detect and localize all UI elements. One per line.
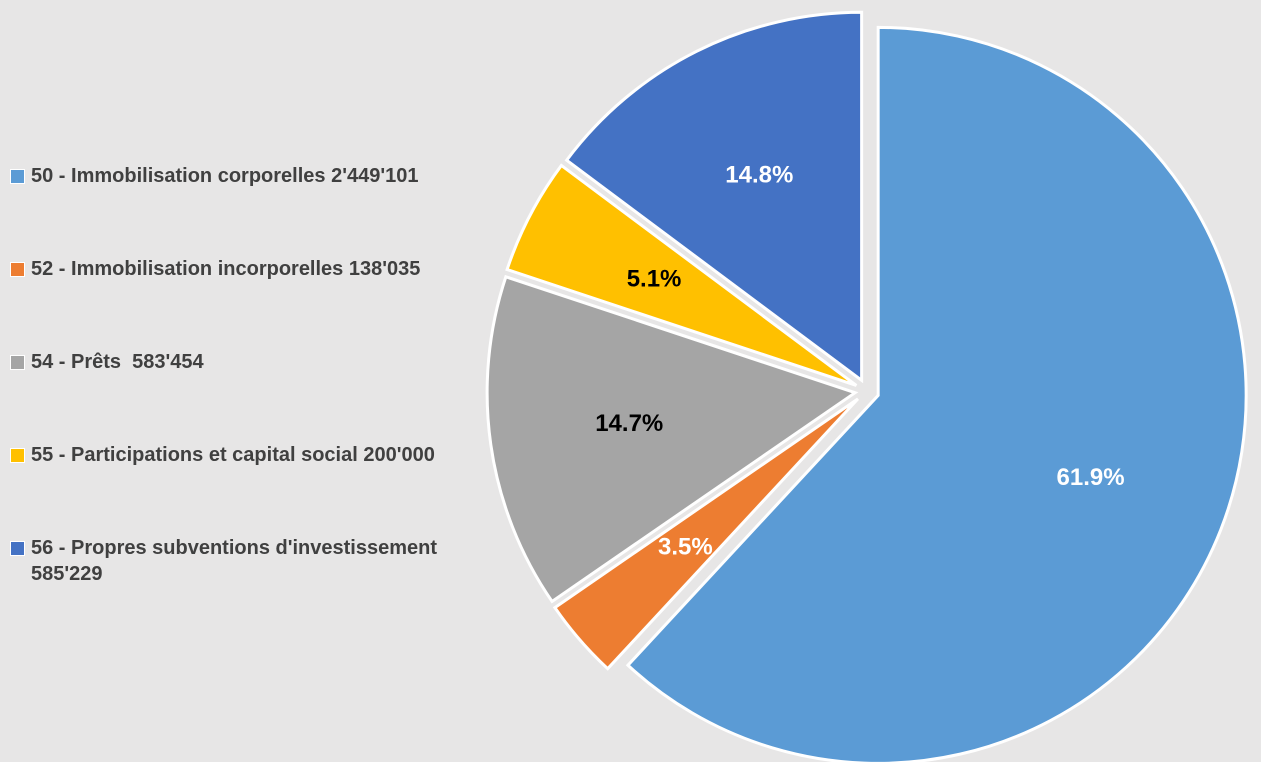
legend-swatch: [10, 355, 25, 370]
pie-slice: [625, 25, 1248, 762]
legend-entry: 55 - Participations et capital social 20…: [10, 442, 460, 468]
pie-slice: [552, 397, 860, 671]
data-label: 5.1%: [627, 265, 682, 292]
legend-label: 54 - Prêts 583'454: [31, 351, 204, 373]
legend-label: 52 - Immobilisation incorporelles 138'03…: [31, 258, 421, 280]
data-label: 14.8%: [725, 162, 793, 189]
legend-label: 50 - Immobilisation corporelles 2'449'10…: [31, 165, 419, 187]
legend-label: 56 - Propres subventions d'investissemen…: [31, 537, 449, 585]
data-label: 14.7%: [595, 410, 663, 437]
legend-entry: 54 - Prêts 583'454: [10, 349, 460, 375]
legend-entry: 52 - Immobilisation incorporelles 138'03…: [10, 256, 460, 282]
pie-slice: [485, 274, 859, 604]
data-label: 3.5%: [658, 533, 713, 560]
legend-entry: 50 - Immobilisation corporelles 2'449'10…: [10, 163, 460, 189]
data-label: 61.9%: [1057, 464, 1125, 491]
legend-swatch: [10, 169, 25, 184]
pie-slice: [564, 10, 864, 384]
legend-entry: 56 - Propres subventions d'investissemen…: [10, 535, 460, 587]
legend-swatch: [10, 262, 25, 277]
legend-label: 55 - Participations et capital social 20…: [31, 444, 435, 466]
pie-slice: [505, 163, 858, 387]
legend-swatch: [10, 541, 25, 556]
legend-swatch: [10, 448, 25, 463]
